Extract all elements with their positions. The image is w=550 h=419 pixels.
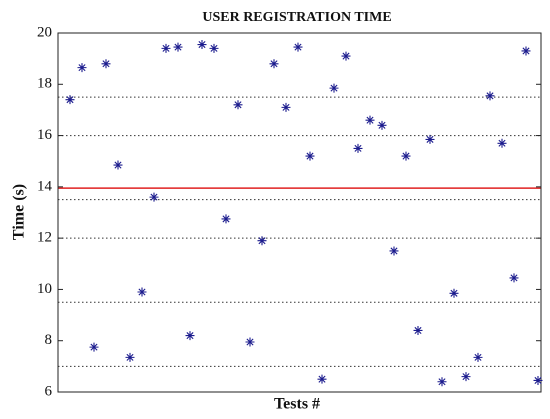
y-tick-label: 20 <box>37 24 52 40</box>
data-point <box>77 63 87 73</box>
data-point <box>449 288 459 298</box>
data-point <box>305 151 315 161</box>
plot-frame <box>57 32 542 393</box>
data-point <box>473 352 483 362</box>
data-point <box>521 46 531 56</box>
data-point <box>317 374 327 384</box>
data-point <box>233 100 243 110</box>
y-axis-label: Time (s) <box>11 184 28 240</box>
data-point <box>245 337 255 347</box>
chart-title: USER REGISTRATION TIME <box>202 10 391 25</box>
y-tick-label: 12 <box>37 230 52 246</box>
y-tick-label: 8 <box>45 332 53 348</box>
y-tick-label: 10 <box>37 281 52 297</box>
y-tick-label: 6 <box>45 383 53 399</box>
data-point <box>533 375 543 385</box>
data-point <box>377 120 387 130</box>
data-point <box>329 83 339 93</box>
data-point <box>65 95 75 105</box>
data-point <box>221 214 231 224</box>
data-point <box>197 40 207 50</box>
data-point <box>89 342 99 352</box>
data-point <box>413 325 423 335</box>
data-point <box>113 160 123 170</box>
data-point <box>353 143 363 153</box>
y-tick-label: 16 <box>37 127 53 143</box>
data-point <box>149 192 159 202</box>
data-point <box>269 59 279 69</box>
data-point <box>125 352 135 362</box>
data-point <box>209 43 219 53</box>
data-point <box>389 246 399 256</box>
data-point <box>437 377 447 387</box>
data-point <box>401 151 411 161</box>
data-point <box>185 331 195 341</box>
data-point <box>509 273 519 283</box>
data-point <box>485 91 495 101</box>
data-point <box>341 51 351 61</box>
data-point <box>257 236 267 246</box>
data-point <box>101 59 111 69</box>
data-point <box>425 134 435 144</box>
data-point <box>461 372 471 382</box>
data-point <box>497 138 507 148</box>
data-point <box>161 43 171 53</box>
x-axis-label: Tests # <box>274 396 320 413</box>
y-tick-label: 14 <box>37 178 53 194</box>
data-point <box>365 115 375 125</box>
data-point <box>281 102 291 112</box>
data-point <box>293 42 303 52</box>
data-point <box>137 287 147 297</box>
y-tick-label: 18 <box>37 76 52 92</box>
data-point <box>173 42 183 52</box>
